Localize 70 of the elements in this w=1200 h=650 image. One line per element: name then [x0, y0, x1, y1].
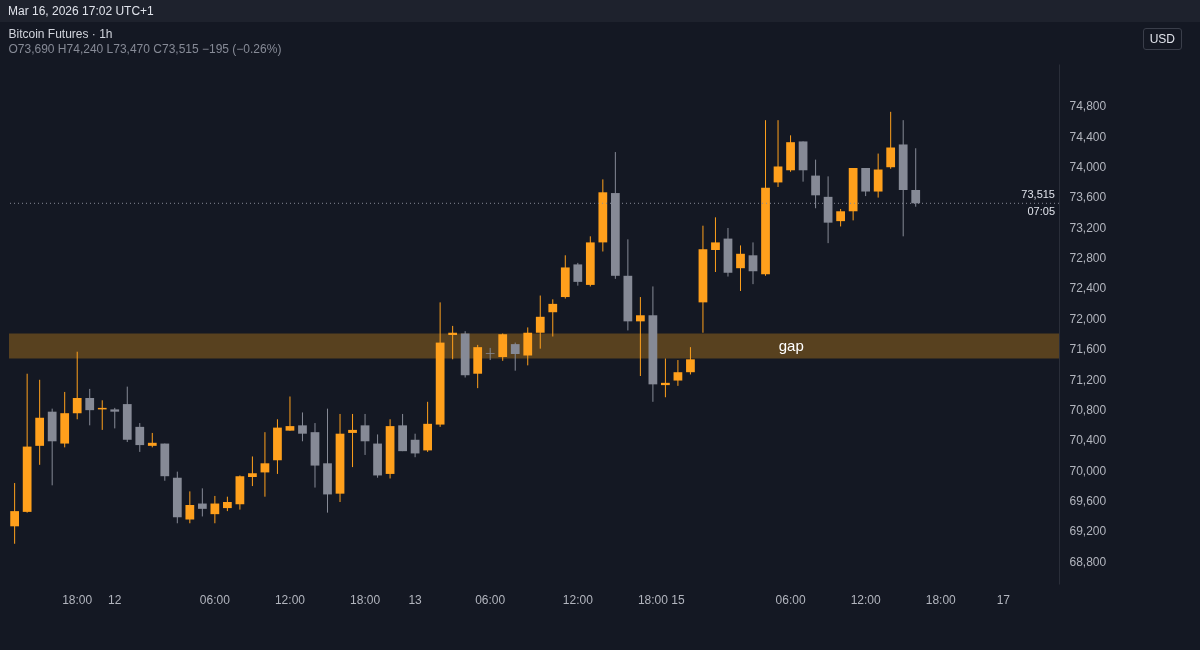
y-tick-label: 70,400 — [1069, 433, 1107, 448]
candlestick — [110, 407, 120, 429]
y-tick-label: 71,600 — [1069, 342, 1107, 357]
y-tick-label: 69,200 — [1069, 524, 1107, 539]
x-tick-label: 18:00 — [350, 592, 381, 607]
band-label: gap — [778, 337, 804, 355]
ref-line-label: 73,515 — [1021, 188, 1055, 201]
candlestick — [185, 490, 195, 524]
x-tick-label: 12:00 — [274, 592, 306, 607]
x-tick-label: 12:00 — [562, 592, 594, 607]
x-tick-label: 06:00 — [199, 592, 231, 607]
y-tick-label: 72,400 — [1069, 281, 1107, 296]
candlestick — [873, 153, 883, 199]
y-tick-label: 74,000 — [1069, 159, 1107, 174]
y-tick-label: 73,200 — [1069, 220, 1107, 235]
candlestick — [348, 413, 357, 468]
x-tick-label: 12 — [108, 592, 122, 607]
y-tick-label: 73,600 — [1069, 190, 1107, 205]
candlestick — [210, 495, 220, 524]
candlestick — [72, 351, 82, 420]
candlestick — [686, 346, 695, 375]
y-tick-label: 68,800 — [1069, 554, 1107, 569]
candlestick — [285, 396, 295, 432]
candlestick — [248, 455, 257, 487]
y-tick-label: 72,000 — [1069, 311, 1107, 326]
y-tick-label: 69,600 — [1069, 494, 1107, 508]
x-tick-label: 15 — [671, 592, 685, 607]
x-tick-label: 18:00 — [925, 592, 957, 607]
x-tick-label: 18:00 — [62, 592, 93, 607]
annotation: 07:05 — [1027, 205, 1055, 218]
candlestick — [85, 388, 95, 426]
candlestick — [861, 167, 871, 197]
candlestick — [661, 358, 670, 398]
candlestick — [736, 244, 745, 292]
candlestick — [535, 295, 545, 350]
candlestick — [360, 413, 370, 456]
y-tick-label: 74,400 — [1069, 129, 1107, 144]
text: Mar 16, 2026 17:02 UTC+1 — [0, 0, 1200, 22]
y-tick-label: 70,800 — [1069, 402, 1107, 417]
candlestick — [523, 326, 533, 366]
candlestick — [135, 422, 145, 453]
candlestick — [448, 325, 458, 360]
x-tick-label: 12:00 — [850, 592, 881, 607]
x-tick-label: 17 — [996, 592, 1011, 607]
y-tick-label: 74,800 — [1069, 99, 1107, 114]
candlestick — [10, 482, 20, 545]
candlestick — [510, 342, 520, 372]
candlestick — [711, 216, 720, 273]
candlestick — [548, 298, 558, 338]
chart-subtitle: O73,690 H74,240 L73,470 C73,515 −195 (−0.26%) — [8, 42, 282, 56]
currency-button: USD — [1142, 28, 1182, 50]
candlestick — [673, 359, 683, 387]
x-tick-label: 13 — [408, 592, 423, 607]
x-tick-label: 06:00 — [475, 592, 506, 607]
candlestick — [748, 241, 758, 285]
candlestick — [197, 487, 207, 517]
candlestick — [260, 431, 270, 498]
candlestick — [573, 262, 583, 287]
x-tick-label: 18:00 — [637, 592, 669, 607]
candlestick — [773, 119, 783, 188]
y-tick-label: 72,800 — [1069, 251, 1107, 266]
y-tick-label: 71,200 — [1069, 372, 1107, 387]
candlestick — [636, 296, 645, 377]
candlestick — [485, 347, 495, 361]
candlestick — [298, 411, 307, 442]
y-tick-label: 70,000 — [1069, 463, 1107, 478]
candlestick — [498, 332, 508, 362]
chart-title: Bitcoin Futures · 1h — [8, 27, 113, 41]
x-tick-label: 06:00 — [775, 592, 806, 607]
candlestick — [886, 111, 896, 170]
